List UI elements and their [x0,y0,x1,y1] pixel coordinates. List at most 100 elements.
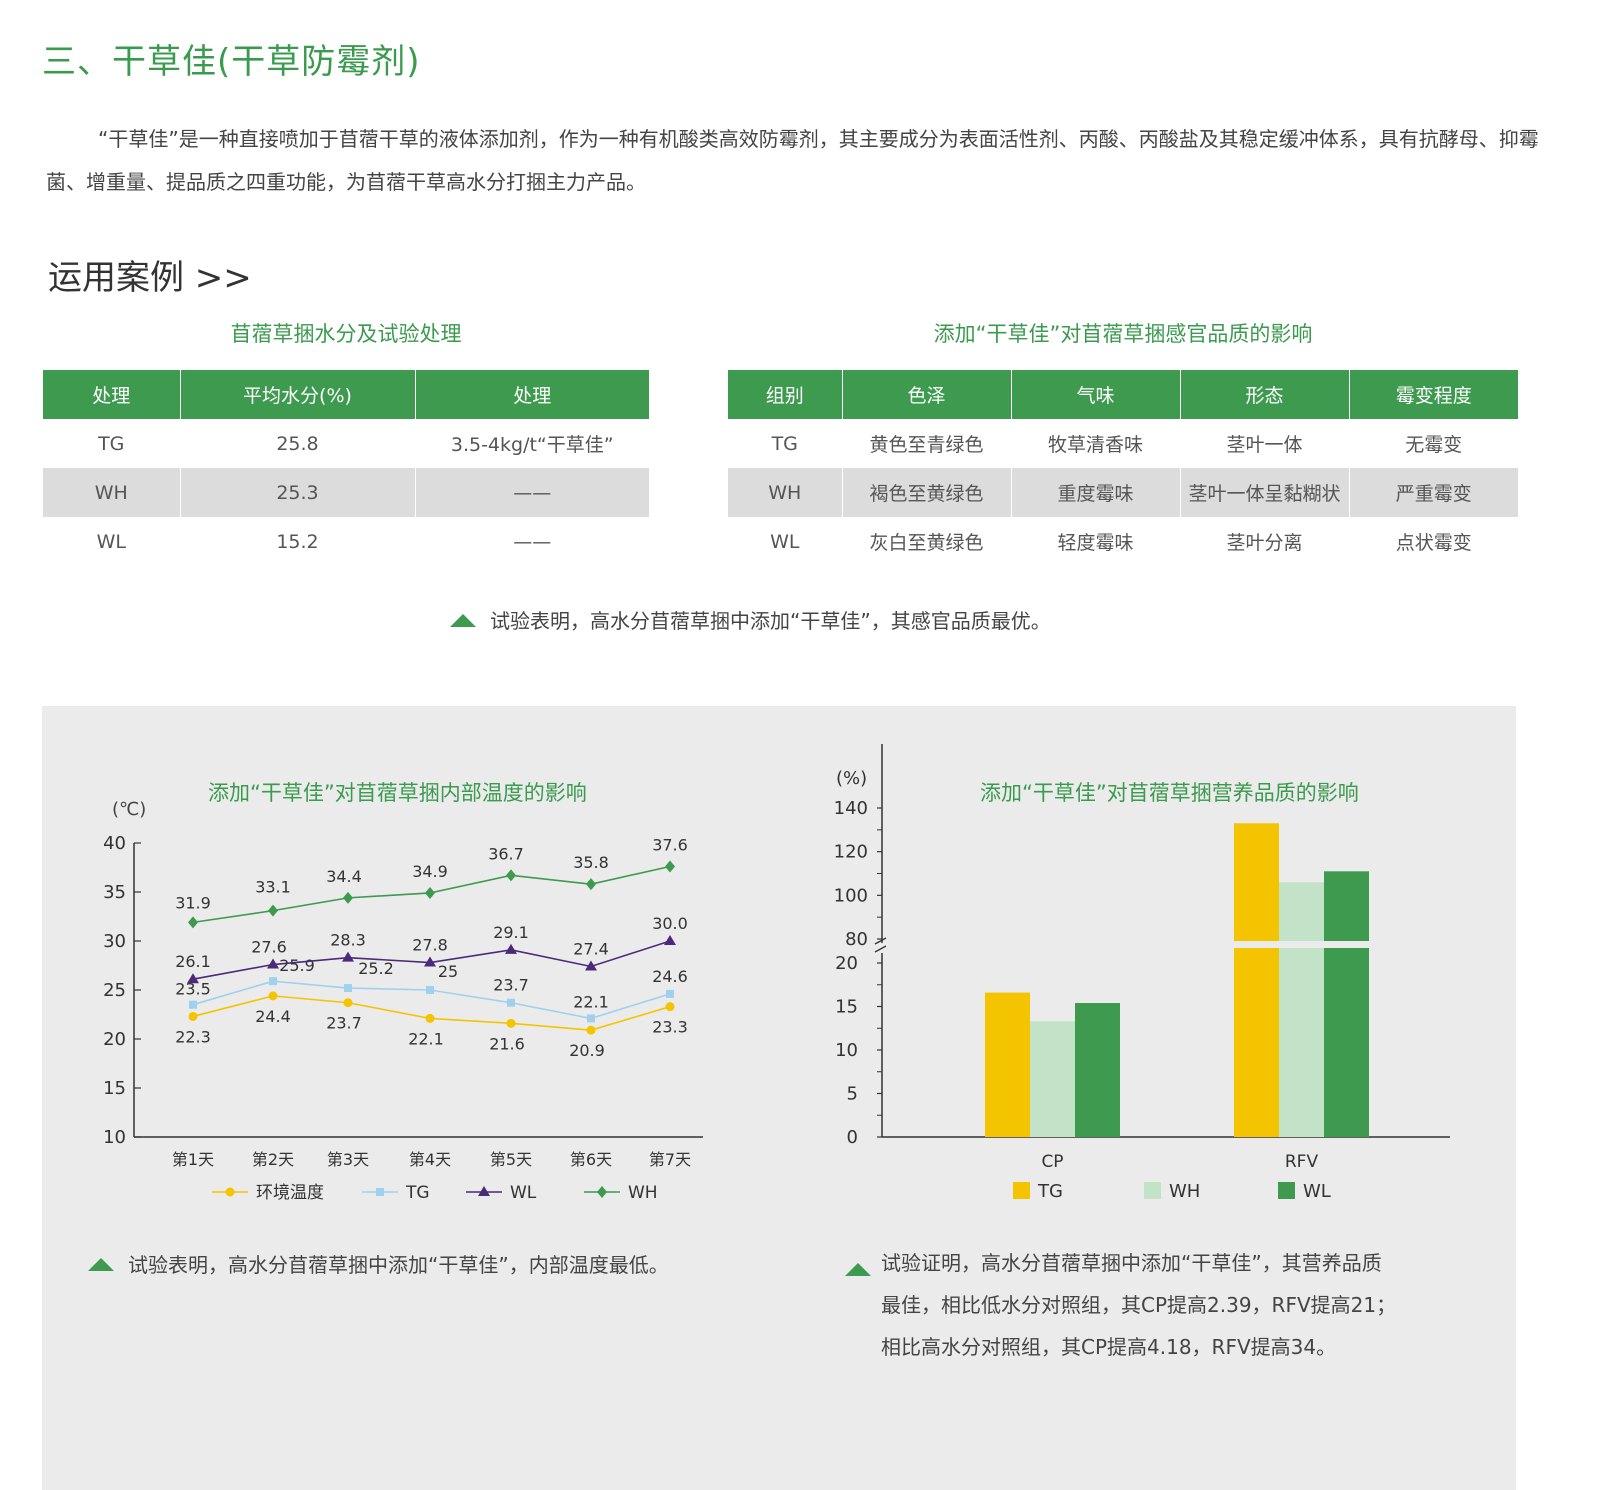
y-tick-label: 15 [103,1078,126,1099]
data-label: 23.7 [493,976,529,995]
data-label: 27.8 [412,936,448,955]
table-header-row: 组别 色泽 气味 形态 霉变程度 [728,370,1518,419]
table-header-cell: 色泽 [842,370,1012,419]
data-point [425,1013,435,1023]
data-label: 24.6 [652,967,688,986]
data-label: 25.2 [358,959,394,978]
data-point [187,973,199,984]
temperature-note-text: 试验表明，高水分苜蓿草捆中添加“干草佳”，内部温度最低。 [128,1253,669,1277]
legend-swatch [1278,1182,1295,1199]
data-label: 27.6 [251,938,287,957]
data-label: 26.1 [175,952,211,971]
y-tick-label: 100 [834,885,868,906]
x-tick-label: 第3天 [327,1150,369,1169]
data-point [666,989,674,998]
data-label: 25 [438,962,458,981]
data-point [507,998,515,1007]
table-cell: 茎叶分离 [1180,517,1350,566]
legend-swatch [1013,1182,1030,1199]
table-cell: 无霉变 [1405,434,1463,456]
nutrition-note-line: 最佳，相比低水分对照组，其CP提高2.39，RFV提高21； [881,1293,1397,1317]
legend-swatch [1144,1182,1161,1199]
table-cell: 茎叶一体呈黏糊状 [1180,468,1350,517]
y-axis-unit: (%) [836,768,867,789]
table-cell: 重度霉味 [1011,468,1181,517]
legend-label: WH [1169,1181,1200,1202]
table-cell: 3.5-4kg/t“干草佳” [450,434,614,456]
table-row: WH 褐色至黄绿色 重度霉味 茎叶一体呈黏糊状 严重霉变 [728,468,1518,517]
table-header-row: 处理 平均水分(%) 处理 [43,370,649,419]
data-point [268,991,278,1001]
data-label: 21.6 [489,1034,525,1053]
data-label: 29.1 [493,923,529,942]
data-point [376,1188,384,1196]
data-point [344,984,352,993]
bar [1234,823,1279,941]
x-tick-label: 第5天 [490,1150,532,1169]
data-point [478,1186,490,1196]
table-cell: WH [43,468,181,517]
y-tick-label: 40 [103,833,126,854]
table-cell: TG [43,419,181,468]
data-label: 35.8 [573,853,609,872]
legend-label: WH [628,1183,658,1203]
data-point [506,1018,516,1028]
triangle-icon [88,1258,114,1271]
y-tick-label: 20 [103,1029,126,1050]
data-label: 28.3 [330,931,366,950]
data-point [269,977,277,986]
y-tick-label: 120 [834,842,868,863]
legend-label: 环境温度 [256,1183,324,1203]
table-row: TG 25.8 3.5-4kg/t“干草佳” [43,419,649,468]
y-tick-label: 10 [103,1127,126,1148]
table-cell: WH [728,468,843,517]
data-label: 22.1 [408,1029,444,1048]
data-point [506,869,516,882]
table-cell: 15.2 [180,517,416,566]
bar [1279,948,1324,1137]
intro-paragraph: “干草佳”是一种直接喷加于苜蓿干草的液体添加剂，作为一种有机酸类高效防霉剂，其主… [46,127,1539,194]
bar [1234,948,1279,1137]
y-tick-label: 0 [847,1127,858,1148]
data-point [268,904,278,917]
data-point [664,935,676,945]
data-point [267,958,279,969]
data-label: 23.7 [326,1014,362,1033]
table1-title: 苜蓿草捆水分及试验处理 [230,322,462,346]
data-point [665,1002,675,1012]
temp-chart-title: 添加“干草佳”对苜蓿草捆内部温度的影响 [208,781,587,805]
sensory-note: 试验表明，高水分苜蓿草捆中添加“干草佳”，其感官品质最优。 [450,605,1051,634]
legend-label: WL [1303,1181,1331,1202]
data-label: 27.4 [573,939,609,958]
bar [1324,948,1369,1137]
y-axis-unit: (℃) [112,799,146,820]
data-point [425,886,435,899]
table-cell: 25.8 [180,419,416,468]
data-point [188,1011,198,1021]
y-tick-label: 35 [103,882,126,903]
table-row: WL 灰白至黄绿色 轻度霉味 茎叶分离 点状霉变 [728,517,1518,566]
bar [1324,871,1369,941]
x-tick-label: 第7天 [649,1150,691,1169]
table-cell: 牧草清香味 [1011,419,1181,468]
table-cell: —— [513,530,552,553]
x-tick-label: RFV [1285,1152,1319,1172]
table-cell: TG [728,419,843,468]
table-cell: 黄色至青绿色 [842,419,1012,468]
y-tick-label: 10 [835,1040,858,1061]
data-label: 23.5 [175,980,211,999]
table-cell: 褐色至黄绿色 [842,468,1012,517]
table-row: WH 25.3 —— [43,468,649,517]
table-cell: —— [415,468,649,517]
bar [1279,882,1324,941]
table-header-cell: 形态 [1180,370,1350,419]
temperature-line-chart: (℃) 10 15 20 25 30 35 40 第1天 第2天 第3天 第4天 第5天 第6天 第7天 22… [103,799,703,1203]
data-point [597,1186,607,1198]
table-header-cell: 霉变程度 [1349,370,1518,419]
data-point [342,951,354,962]
y-tick-label: 15 [835,997,858,1018]
x-tick-label: 第6天 [570,1150,612,1169]
data-label: 22.1 [573,992,609,1011]
table-header-cell: 气味 [1011,370,1181,419]
table-header-cell: 平均水分(%) [180,370,416,419]
